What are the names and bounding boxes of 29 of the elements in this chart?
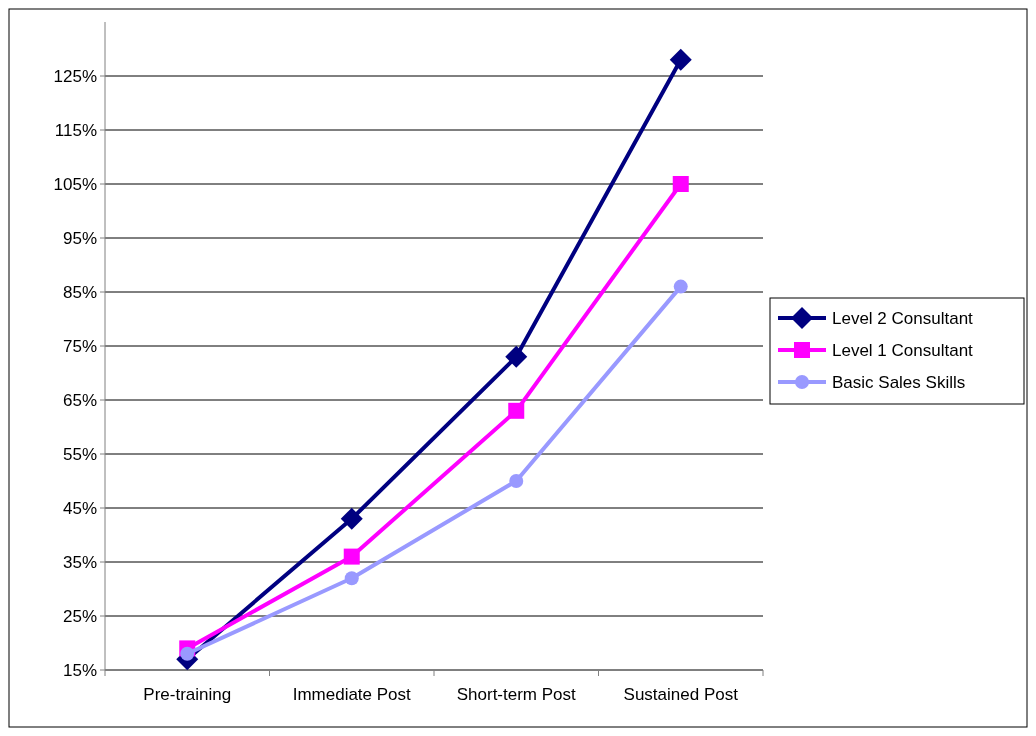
y-tick-label: 55% — [62, 444, 97, 464]
x-tick-label: Pre-training — [143, 685, 232, 704]
x-tick-label: Immediate Post — [292, 685, 412, 704]
point — [672, 176, 689, 192]
point — [673, 279, 688, 294]
y-tick-label: 115% — [54, 120, 97, 140]
point — [343, 548, 360, 565]
y-tick-label: 95% — [62, 228, 97, 248]
point — [669, 48, 692, 71]
point — [180, 646, 195, 661]
legend-label: Level 2 Consultant — [832, 308, 974, 328]
x-tick-label: Sustained Post — [623, 685, 739, 704]
y-tick-label: 85% — [62, 282, 97, 302]
legend-label: Level 1 Consultant — [832, 340, 974, 360]
y-tick-label: 45% — [62, 498, 97, 518]
y-tick-label: 105% — [53, 174, 97, 194]
point — [505, 345, 528, 368]
y-tick-label: 75% — [62, 336, 97, 356]
y-tick-label: 125% — [53, 66, 97, 86]
y-tick-label: 25% — [62, 606, 97, 626]
y-tick-label: 15% — [62, 660, 97, 680]
y-tick-label: 35% — [62, 552, 97, 572]
point — [344, 571, 359, 586]
y-tick-label: 65% — [62, 390, 97, 410]
x-tick-label: Short-term Post — [456, 685, 577, 704]
point — [509, 474, 524, 488]
legend-label: Basic Sales Skills — [832, 372, 966, 392]
point — [508, 402, 525, 419]
point — [340, 507, 363, 530]
